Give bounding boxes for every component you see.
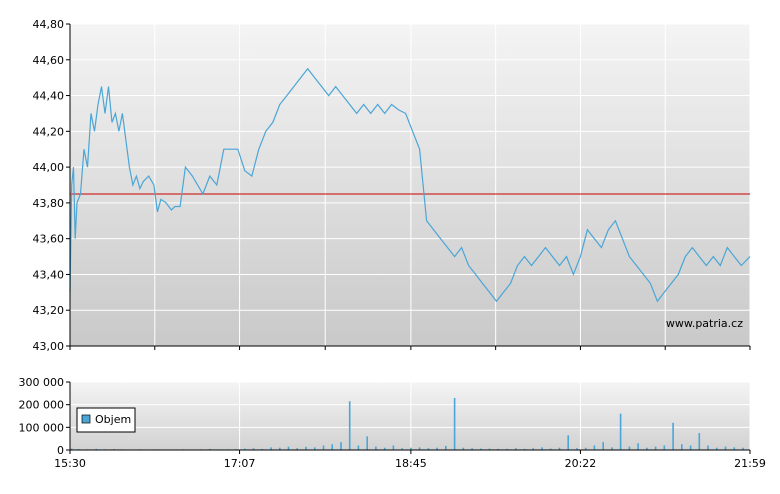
volume-bar [392,445,395,450]
price-y-tick-label: 44,80 [33,18,65,31]
volume-bar [628,446,631,450]
volume-bar [689,445,692,450]
volume-bar [558,447,561,450]
volume-bar [348,401,351,450]
volume-bar [331,444,333,450]
price-y-tick-label: 43,60 [33,233,65,246]
volume-bar [296,448,298,450]
volume-x-axis: 15:30 17:07 18:45 20:22 21:59 [54,450,766,470]
volume-bar [436,447,438,450]
price-y-tick-label: 43,20 [33,304,65,317]
price-y-tick-label: 43,00 [33,340,65,353]
volume-bar [209,448,211,450]
volume-bar [427,448,430,450]
price-series-line [69,67,751,303]
legend-box [76,407,136,433]
legend-swatch [81,414,91,424]
volume-bar [602,442,604,450]
volume-y-tick-label: 200 000 [19,399,65,412]
volume-bar [532,448,534,450]
volume-bar [279,447,281,450]
volume-y-tick-label: 100 000 [19,421,65,434]
volume-bar [549,448,552,450]
volume-bar [383,447,386,450]
volume-bar [322,445,325,450]
volume-bar [401,448,403,450]
price-y-axis: 44,80 44,60 44,40 44,20 44,00 43,80 43,60 43,40… [33,18,70,353]
volume-panel: 300 000 200 000 100 000 0 15:30 17:07 18:45 20… [19,376,766,470]
volume-bar [305,446,307,450]
volume-bar [567,435,569,450]
watermark: www.patria.cz [666,317,743,330]
price-y-tick-label: 44,20 [33,125,65,138]
price-y-tick-label: 43,80 [33,197,65,210]
volume-bar [70,448,73,450]
volume-y-tick-label: 300 000 [19,376,65,389]
x-tick-label: 15:30 [54,457,86,470]
price-y-tick-label: 43,40 [33,268,65,281]
x-tick-label: 17:07 [224,457,256,470]
volume-bar [707,445,709,450]
volume-legend: Objem [76,407,136,433]
volume-y-axis: 300 000 200 000 100 000 0 [19,376,70,457]
volume-bar [724,446,727,450]
volume-bar [340,442,342,450]
volume-bar [654,446,657,450]
volume-bar [366,436,368,450]
volume-bar [611,447,613,450]
volume-bar [375,446,377,450]
volume-bar [619,413,622,450]
volume-bar [637,443,639,450]
volume-bar [523,448,526,450]
volume-bar [663,445,666,450]
volume-plot-area [70,382,750,450]
volume-bar [506,448,508,450]
volume-bar [646,447,648,450]
price-y-tick-label: 44,00 [33,161,65,174]
volume-bar [584,447,587,450]
volume-bar [287,446,290,450]
volume-bar [672,422,674,450]
volume-bar [497,448,500,450]
volume-bar [742,447,744,450]
volume-bar [698,433,701,450]
volume-bar [252,448,255,450]
volume-bar [445,445,447,450]
volume-bar [515,448,517,450]
price-panel: 44,80 44,60 44,40 44,20 44,00 43,80 43,60 43,40… [33,18,751,353]
volume-bar [541,447,543,450]
x-tick-label: 21:59 [734,457,766,470]
volume-bar [313,447,316,450]
volume-bar [462,447,465,450]
volume-bar [261,448,264,450]
volume-bar [244,448,246,450]
price-y-tick-label: 44,60 [33,54,65,67]
volume-bar [733,447,736,450]
volume-bar [410,447,412,450]
volume-bar [471,448,473,450]
volume-bar [716,447,718,450]
volume-bar [593,445,596,450]
volume-bar [95,448,97,450]
volume-bar [488,448,491,450]
x-tick-label: 18:45 [395,457,427,470]
legend-label: Objem [95,413,131,426]
price-y-tick-label: 44,40 [33,90,65,103]
volume-bar [681,444,683,450]
volume-bar [453,397,456,450]
volume-bar [576,448,578,450]
volume-bar [418,447,421,450]
volume-bar [270,447,272,450]
price-plot-area [70,24,750,346]
volume-bar [480,448,482,450]
volume-bar [357,445,360,450]
volume-y-tick-label: 0 [57,444,64,457]
x-tick-label: 20:22 [565,457,597,470]
